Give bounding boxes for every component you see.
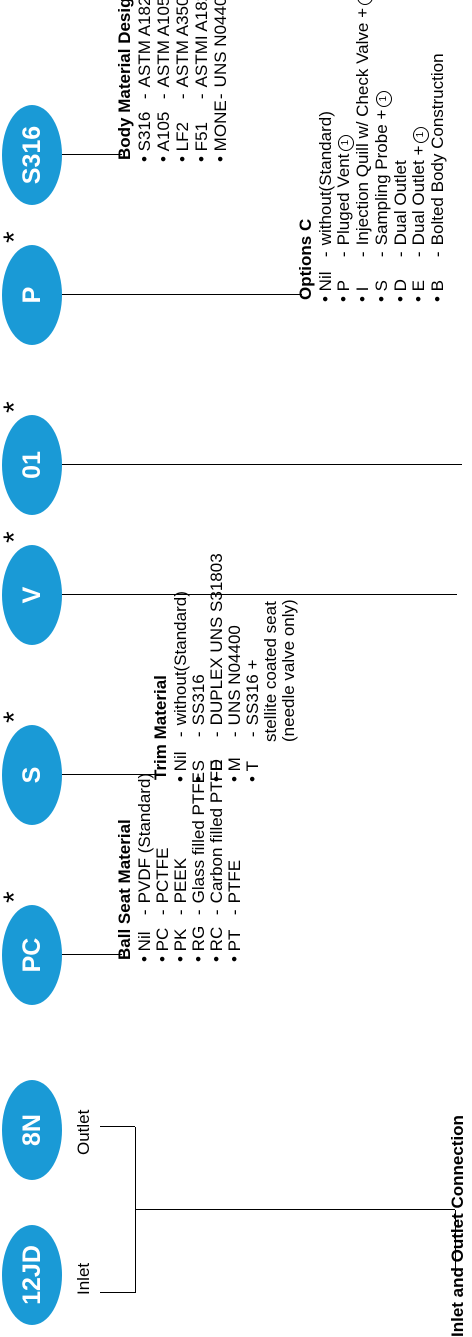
list-item: • RC-Carbon filled PTFE: [207, 759, 226, 962]
list-item: • PK-PEEK: [171, 857, 190, 962]
connector-line: [62, 954, 122, 955]
connector-line: [135, 1127, 136, 1293]
code-text: 8N: [17, 1114, 46, 1146]
list-item: • Nil-without(Standard): [316, 111, 335, 302]
ball-seat-list: • Nil-PVDF (Standard) • PC-PCTFE • PK-PE…: [135, 759, 244, 962]
connector-line: [135, 1209, 455, 1210]
code-text: 12JD: [17, 1245, 46, 1305]
list-item-continuation: (needle valve only): [279, 599, 298, 742]
inlet-outlet-title: Inlet and Outlet Connection: [448, 1115, 467, 1337]
list-item: • D-DUPLEX UNS S31803: [207, 553, 226, 782]
code-text: P: [17, 286, 46, 304]
trim-title: Trim Material: [151, 675, 170, 780]
list-item: • PC-PCTFE: [153, 847, 172, 962]
body-material-list: • S316-ASTM A182 F316S • A105-ASTM A105C…: [135, 0, 231, 162]
list-item: • RG-Glass filled PTFE: [189, 772, 208, 962]
list-item: • P-Pluged Vent1: [334, 0, 354, 302]
outlet-label: Outlet: [74, 1109, 93, 1155]
list-item: • T-SS316 +: [243, 659, 262, 782]
options-list: • Nil-without(Standard) • P-Pluged Vent1…: [316, 0, 447, 302]
asterisk-p: *: [0, 231, 31, 243]
footnote-mark: 1: [357, 0, 373, 5]
code-oval-inlet-outlet: 12JD: [2, 1225, 62, 1325]
code-oval-01: 01: [2, 415, 62, 515]
code-oval-ball-seat: PC: [2, 905, 62, 1005]
list-item-continuation: stellite coated seat: [261, 601, 280, 742]
list-item: • B-Bolted Body Construction: [428, 53, 447, 302]
code-text: 01: [17, 451, 46, 479]
asterisk-pc: *: [0, 891, 31, 903]
asterisk-01: *: [0, 401, 31, 413]
list-item: • MONE-UNS N04400M: [211, 0, 230, 162]
list-item: • S-Sampling Probe +1: [372, 0, 392, 302]
footnote-mark: 1: [338, 134, 354, 151]
code-oval-body-material: S316: [2, 105, 62, 205]
list-item: • E-Dual Outlet +1: [409, 0, 429, 302]
code-text: S316: [17, 125, 46, 185]
code-oval-v: V: [2, 545, 62, 645]
footnote-mark: 1: [413, 126, 429, 143]
list-item: • I-Injection Quill w/ Check Valve +1: [353, 0, 373, 302]
list-item: • S-SS316: [189, 674, 208, 782]
body-material-title: Body Material Designator: [115, 0, 134, 160]
list-item: • LF2-ASTM A350 LF2L: [173, 0, 192, 162]
asterisk-v: *: [0, 531, 31, 543]
code-text: PC: [17, 937, 46, 973]
connector-line: [62, 154, 122, 155]
code-text: S: [17, 766, 46, 784]
inlet-label: Inlet: [74, 1262, 93, 1295]
asterisk-s: *: [0, 711, 31, 723]
code-oval-trim: S: [2, 725, 62, 825]
options-title: Options C: [296, 218, 315, 300]
list-item: • A105-ASTM A105C: [154, 0, 173, 162]
list-item: • Nil-PVDF (Standard): [135, 772, 154, 962]
connector-line: [100, 1126, 135, 1127]
list-item: • S316-ASTM A182 F316S: [135, 0, 154, 162]
ball-seat-title: Ball Seat Material: [115, 819, 134, 960]
code-oval-outlet-size: 8N: [2, 1080, 62, 1180]
list-item: • D-Dual Outlet: [391, 160, 410, 302]
code-oval-options: P: [2, 245, 62, 345]
list-item: • Nil-without(Standard): [171, 591, 190, 782]
code-text: V: [17, 586, 46, 604]
connector-line: [62, 294, 302, 295]
trim-list: • Nil-without(Standard) • S-SS316 • D-DU…: [171, 553, 298, 782]
list-item: • F51-ASTMI A182 F51D: [192, 0, 211, 162]
footnote-mark: 1: [376, 90, 392, 107]
list-item: • PT-PTFE: [225, 859, 244, 962]
connector-line: [62, 464, 462, 465]
list-item: • M-UNS N04400: [225, 625, 244, 782]
connector-line: [100, 1292, 135, 1293]
